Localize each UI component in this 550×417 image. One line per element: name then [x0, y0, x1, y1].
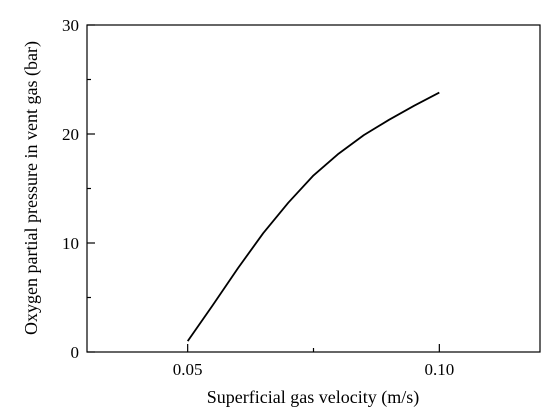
y-tick-label: 10	[62, 234, 79, 253]
y-tick-label: 20	[62, 125, 79, 144]
series-line	[186, 91, 440, 342]
y-axis-label: Oxygen partial pressure in vent gas (bar…	[21, 41, 42, 335]
plot-frame	[86, 24, 541, 353]
x-tick-label: 0.05	[173, 360, 203, 379]
x-axis-label: Superficial gas velocity (m/s)	[207, 387, 419, 408]
y-tick-label: 0	[71, 343, 80, 362]
y-tick-label: 30	[62, 16, 79, 35]
x-tick-label: 0.10	[424, 360, 454, 379]
